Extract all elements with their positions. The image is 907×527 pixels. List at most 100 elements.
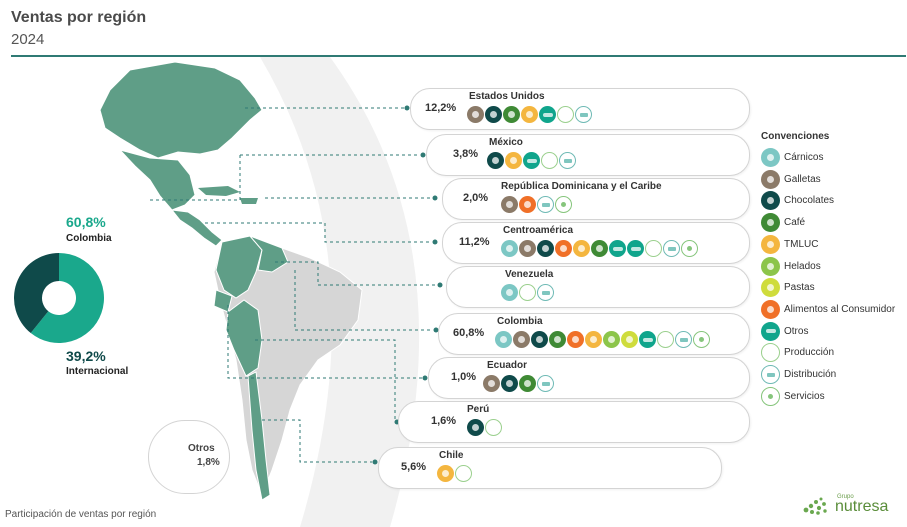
- convention-label: Cárnicos: [784, 152, 824, 163]
- convention-label: Pastas: [784, 282, 815, 294]
- conventions-title: Convenciones: [761, 131, 830, 142]
- region-card-colombia: Colombia 60,8%: [438, 313, 750, 355]
- caribbean-shape: [198, 186, 240, 196]
- distribucion-icon: [559, 152, 576, 169]
- produccion-icon: [485, 419, 502, 436]
- galletas-icon: [501, 196, 518, 213]
- servicios-icon: [555, 196, 572, 213]
- mexico-shape: [118, 149, 196, 211]
- produccion-icon: [761, 343, 780, 363]
- convention-item-helados: Helados: [761, 256, 821, 276]
- americas-map: [99, 57, 420, 527]
- tmluc-icon: [437, 465, 454, 482]
- convention-label: Café: [784, 217, 806, 229]
- convention-item-galletas: Galletas: [761, 169, 821, 189]
- region-card-peru: Perú 1,6%: [398, 401, 750, 443]
- produccion-icon: [541, 152, 558, 169]
- servicios-icon: [681, 240, 698, 257]
- pastas-icon: [621, 331, 638, 348]
- colombia-label: Colombia: [66, 233, 112, 244]
- convention-label: Servicios: [784, 390, 825, 402]
- footer-caption: Participación de ventas por región: [5, 509, 157, 520]
- produccion-icon: [455, 465, 472, 482]
- region-name: Ecuador: [487, 360, 528, 371]
- otros-icon: [627, 240, 644, 257]
- region-card-ecuador: Ecuador 1,0%: [428, 357, 750, 399]
- produccion-icon: [645, 240, 662, 257]
- region-card-republica-dominicana: República Dominicana y el Caribe 2,0%: [442, 178, 750, 220]
- otros-icon: [523, 152, 540, 169]
- region-percentage: 3,8%: [453, 148, 479, 160]
- logo-small-text: Grupo: [837, 494, 854, 500]
- north-america-shape: [99, 61, 263, 159]
- otros-icon: [539, 106, 556, 123]
- region-percentage: 1,0%: [451, 371, 477, 383]
- region-name: Estados Unidos: [469, 91, 545, 102]
- carnicos-icon: [501, 240, 518, 257]
- tmluc-icon: [585, 331, 602, 348]
- nutresa-leaf-icon: [803, 497, 827, 515]
- convention-label: Distribución: [784, 369, 837, 380]
- otros-value: 1,8%: [197, 457, 220, 468]
- convention-item-otros: Otros: [761, 321, 809, 341]
- region-name: Colombia: [497, 316, 543, 327]
- region-name: Chile: [439, 450, 464, 461]
- tmluc-icon: [761, 234, 780, 254]
- region-card-venezuela: Venezuela: [446, 266, 750, 308]
- servicios-icon: [693, 331, 710, 348]
- internacional-percentage: 39,2%: [66, 348, 106, 364]
- pastas-icon: [761, 278, 780, 298]
- tmluc-icon: [521, 106, 538, 123]
- chocolates-icon: [487, 152, 504, 169]
- helados-icon: [603, 331, 620, 348]
- otros-icon: [609, 240, 626, 257]
- cafe-icon: [591, 240, 608, 257]
- convention-label: Chocolates: [784, 195, 835, 207]
- convention-item-pastas: Pastas: [761, 278, 815, 298]
- convention-label: Otros: [784, 325, 809, 337]
- helados-icon: [761, 256, 780, 276]
- chocolates-icon: [467, 419, 484, 436]
- convention-item-chocolates: Chocolates: [761, 191, 835, 211]
- region-percentage: 12,2%: [425, 102, 457, 114]
- convention-label: Alimentos al Consumidor: [784, 303, 896, 315]
- servicios-icon: [761, 386, 780, 406]
- region-card-centroamerica: Centroamérica 11,2%: [442, 222, 750, 264]
- carnicos-icon: [761, 148, 780, 167]
- alimentos-icon: [519, 196, 536, 213]
- produccion-icon: [557, 106, 574, 123]
- convention-label: TMLUC: [784, 238, 819, 250]
- alimentos-icon: [567, 331, 584, 348]
- sales-donut-chart: [14, 253, 104, 343]
- chocolates-icon: [485, 106, 502, 123]
- convention-item-alimentos: Alimentos al Consumidor: [761, 299, 896, 319]
- donut-slice-colombia: [30, 253, 104, 343]
- chocolates-icon: [501, 375, 518, 392]
- cafe-icon: [761, 213, 780, 233]
- region-name: Perú: [467, 404, 490, 415]
- convention-label: Helados: [784, 260, 821, 272]
- convention-item-carnicos: Cárnicos: [761, 148, 823, 167]
- distribucion-icon: [663, 240, 680, 257]
- distribucion-icon: [761, 365, 780, 384]
- cafe-icon: [503, 106, 520, 123]
- region-card-estados-unidos: Estados Unidos 12,2%: [410, 88, 750, 130]
- convention-item-cafe: Café: [761, 213, 806, 233]
- chocolates-icon: [537, 240, 554, 257]
- peru-shape: [225, 299, 263, 377]
- chocolates-icon: [761, 191, 780, 211]
- region-percentage: 11,2%: [459, 236, 490, 248]
- galletas-icon: [519, 240, 536, 257]
- alimentos-icon: [555, 240, 572, 257]
- galletas-icon: [761, 169, 780, 189]
- region-percentage: 5,6%: [401, 461, 427, 473]
- venezuela-shape: [249, 235, 289, 273]
- otros-bubble: Otros 1,8%: [148, 420, 230, 494]
- region-card-chile: Chile 5,6%: [378, 447, 722, 489]
- produccion-icon: [519, 284, 536, 301]
- internacional-label: Internacional: [66, 366, 129, 377]
- nutresa-logo: Grupo nutresa: [800, 494, 888, 516]
- otros-icon: [639, 331, 656, 348]
- carnicos-icon: [501, 284, 518, 301]
